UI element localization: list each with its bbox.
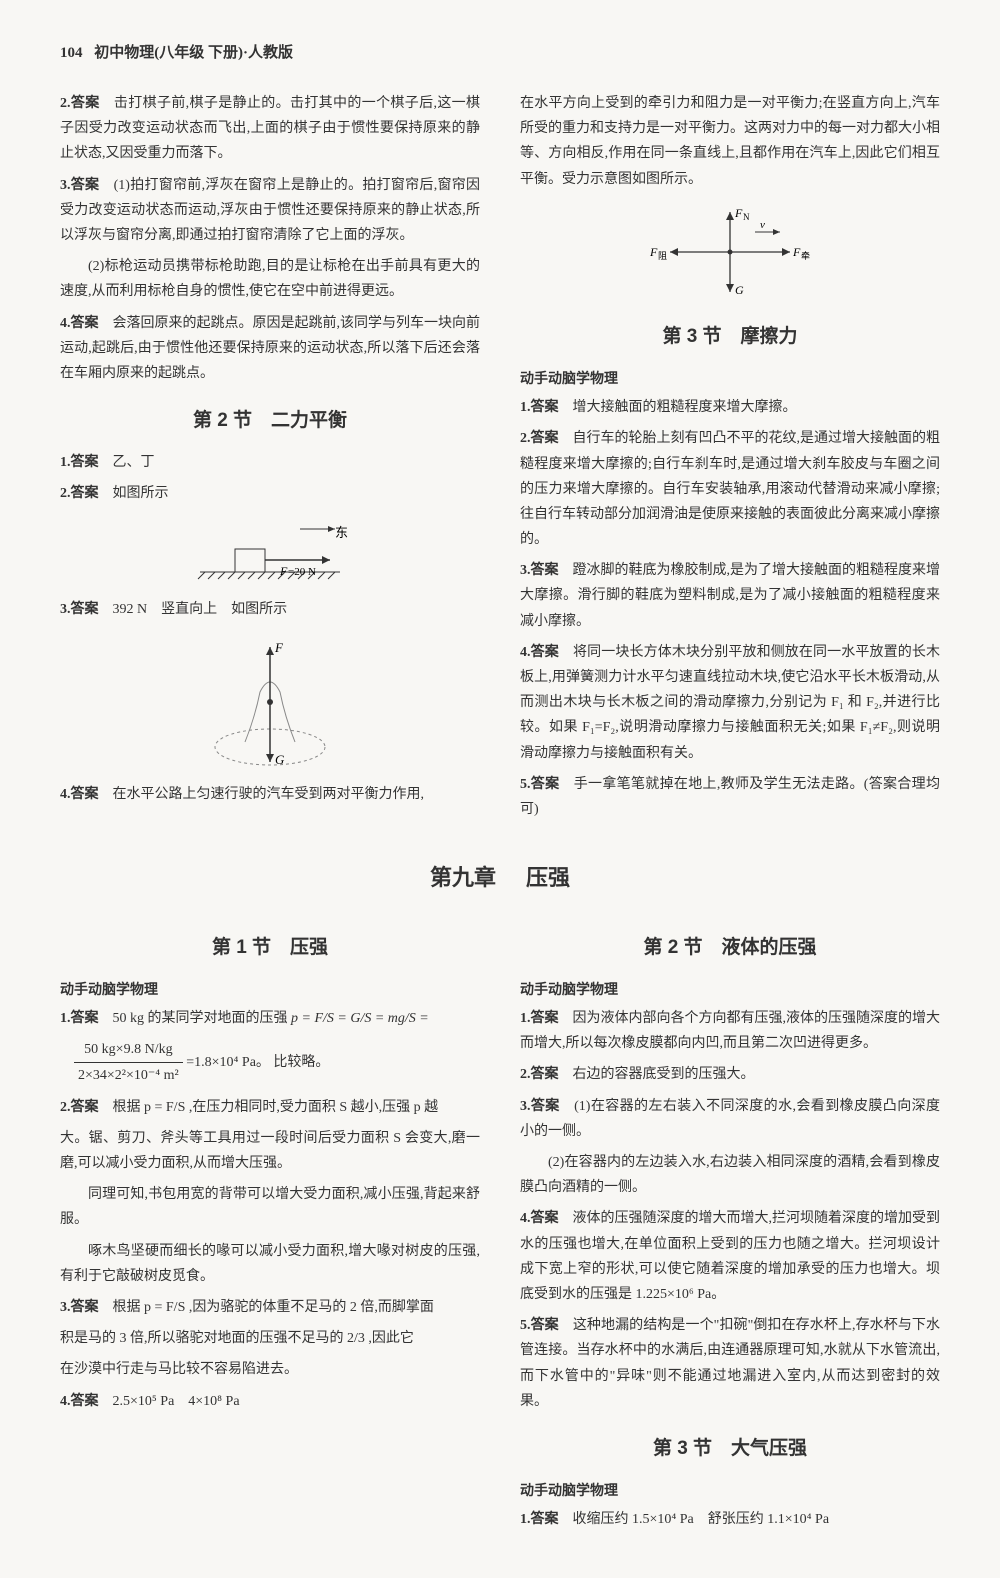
s3-q1: 1.答案 增大接触面的粗糙程度来增大摩擦。: [520, 395, 940, 420]
c9s1-q1: 1.答案 50 kg 的某同学对地面的压强 p = F/S = G/S = mg…: [60, 1006, 480, 1031]
s2-q1-text: 乙、丁: [113, 455, 155, 470]
ch9-sec2-title: 第 2 节 液体的压强: [520, 931, 940, 965]
s2-q2-label: 2.答案: [60, 486, 113, 501]
right-column: 在水平方向上受到的牵引力和阻力是一对平衡力;在竖直方向上,汽车所受的重力和支持力…: [520, 91, 940, 828]
s2-q4-cont: 在水平方向上受到的牵引力和阻力是一对平衡力;在竖直方向上,汽车所受的重力和支持力…: [520, 91, 940, 192]
s2-q4: 4.答案 在水平公路上匀速行驶的汽车受到两对平衡力作用,: [60, 782, 480, 807]
fig1-east-label: 东: [335, 525, 348, 540]
c9s1-q3c: 在沙漠中行走与马比较不容易陷进去。: [60, 1357, 480, 1382]
svg-text:F: F: [279, 564, 288, 578]
page-title: 初中物理(八年级 下册)·人教版: [94, 45, 293, 61]
q3: 3.答案 (1)拍打窗帘前,浮灰在窗帘上是静止的。拍打窗帘后,窗帘因受力改变运动…: [60, 173, 480, 249]
svg-text:F: F: [274, 640, 284, 655]
s2-q2: 2.答案 如图所示: [60, 481, 480, 506]
c9s2-q4: 4.答案 液体的压强随深度的增大而增大,拦河坝随着深度的增加受到水的压强也增大,…: [520, 1206, 940, 1307]
svg-text:G: G: [735, 283, 744, 297]
c9s1-q1-frac: 50 kg×9.8 N/kg 2×34×2²×10⁻⁴ m² =1.8×10⁴ …: [74, 1037, 480, 1088]
ch9-left-column: 第 1 节 压强 动手动脑学物理 1.答案 50 kg 的某同学对地面的压强 p…: [60, 913, 480, 1539]
lower-columns: 第 1 节 压强 动手动脑学物理 1.答案 50 kg 的某同学对地面的压强 p…: [60, 913, 940, 1539]
c9s2-q1: 1.答案 因为液体内部向各个方向都有压强,液体的压强随深度的增大而增大,所以每次…: [520, 1006, 940, 1056]
s2-q1: 1.答案 乙、丁: [60, 450, 480, 475]
left-column: 2.答案 击打棋子前,棋子是静止的。击打其中的一个棋子后,这一棋子因受力改变运动…: [60, 91, 480, 828]
c9s1-q2c: 同理可知,书包用宽的背带可以增大受力面积,减小压强,背起来舒服。: [60, 1182, 480, 1232]
c9s1-q2b: 大。锯、剪刀、斧头等工具用过一段时间后受力面积 S 会变大,磨一磨,可以减小受力…: [60, 1126, 480, 1176]
svg-text:F: F: [649, 245, 658, 259]
svg-text:F: F: [792, 245, 801, 259]
figure-3: FN G F牵 F阻 v: [520, 202, 940, 302]
upper-columns: 2.答案 击打棋子前,棋子是静止的。击打其中的一个棋子后,这一棋子因受力改变运动…: [60, 91, 940, 828]
s3-q4: 4.答案 将同一块长方体木块分别平放和侧放在同一水平放置的长木板上,用弹簧测力计…: [520, 640, 940, 766]
q4-text: 会落回原来的起跳点。原因是起跳前,该同学与列车一块向前运动,起跳后,由于惯性他还…: [60, 316, 480, 381]
svg-text:阻: 阻: [658, 251, 667, 261]
q4-label: 4.答案: [60, 316, 113, 331]
q2-text: 击打棋子前,棋子是静止的。击打其中的一个棋子后,这一棋子因受力改变运动状态而飞出…: [60, 96, 480, 161]
c9s2-q3-2: (2)在容器内的左边装入水,右边装入相同深度的酒精,会看到橡皮膜凸向酒精的一侧。: [520, 1150, 940, 1200]
c9s1-q2: 2.答案 根据 p = F/S ,在压力相同时,受力面积 S 越小,压强 p 越: [60, 1095, 480, 1120]
ch9-sec3-title: 第 3 节 大气压强: [520, 1432, 940, 1466]
c9s1-q3b: 积是马的 3 倍,所以骆驼对地面的压强不足马的 2/3 ,因此它: [60, 1326, 480, 1351]
c9s2-q5: 5.答案 这种地漏的结构是一个"扣碗"倒扣在存水杯上,存水杯与下水管连接。当存水…: [520, 1313, 940, 1414]
q2-label: 2.答案: [60, 96, 114, 111]
s2-q3: 3.答案 392 N 竖直向上 如图所示: [60, 597, 480, 622]
chapter9-right: 压强: [526, 858, 570, 898]
ch9-sec1-title: 第 1 节 压强: [60, 931, 480, 965]
chapter9-title: 第九章 压强: [60, 858, 940, 898]
s2-q4-text: 在水平公路上匀速行驶的汽车受到两对平衡力作用,: [113, 787, 425, 802]
ch9-sec1-sub: 动手动脑学物理: [60, 977, 480, 1002]
c9s1-q4: 4.答案 2.5×10⁵ Pa 4×10⁸ Pa: [60, 1389, 480, 1414]
s2-q3-label: 3.答案: [60, 602, 113, 617]
q3-label: 3.答案: [60, 178, 114, 193]
svg-text:N: N: [743, 212, 750, 222]
svg-text:v: v: [760, 219, 765, 231]
c9s1-q2d: 啄木鸟坚硬而细长的喙可以减小受力面积,增大喙对树皮的压强,有利于它敲破树皮觅食。: [60, 1239, 480, 1289]
q3-part2: (2)标枪运动员携带标枪助跑,目的是让标枪在出手前具有更大的速度,从而利用标枪自…: [60, 254, 480, 304]
q2: 2.答案 击打棋子前,棋子是静止的。击打其中的一个棋子后,这一棋子因受力改变运动…: [60, 91, 480, 167]
figure-1: 东 F =20 N: [60, 517, 480, 587]
s3-q3: 3.答案 蹬冰脚的鞋底为橡胶制成,是为了增大接触面的粗糙程度来增大摩擦。滑行脚的…: [520, 558, 940, 634]
section3-title: 第 3 节 摩擦力: [520, 320, 940, 354]
chapter9-left: 第九章: [430, 858, 496, 898]
q3-text1: (1)拍打窗帘前,浮灰在窗帘上是静止的。拍打窗帘后,窗帘因受力改变运动状态而运动…: [60, 178, 480, 243]
page-number: 104: [60, 40, 83, 67]
q4: 4.答案 会落回原来的起跳点。原因是起跳前,该同学与列车一块向前运动,起跳后,由…: [60, 311, 480, 387]
page-header: 104 初中物理(八年级 下册)·人教版: [60, 40, 940, 71]
s2-q2-text: 如图所示: [113, 486, 169, 501]
s3-q5: 5.答案 手一拿笔笔就掉在地上,教师及学生无法走路。(答案合理均可): [520, 772, 940, 822]
s2-q1-label: 1.答案: [60, 455, 113, 470]
svg-text:牵: 牵: [801, 251, 810, 261]
s3-q2: 2.答案 自行车的轮胎上刻有凹凸不平的花纹,是通过增大接触面的粗糙程度来增大摩擦…: [520, 426, 940, 552]
figure-2: F G: [60, 632, 480, 772]
ch9-right-column: 第 2 节 液体的压强 动手动脑学物理 1.答案 因为液体内部向各个方向都有压强…: [520, 913, 940, 1539]
c9s1-q1-formula: p = F/S = G/S = mg/S =: [291, 1011, 429, 1026]
s2-q4-label: 4.答案: [60, 787, 113, 802]
s2-q3-text: 392 N 竖直向上 如图所示: [113, 602, 288, 617]
section2-title: 第 2 节 二力平衡: [60, 404, 480, 438]
svg-text:=20 N: =20 N: [288, 566, 316, 578]
c9s3-q1: 1.答案 收缩压约 1.5×10⁴ Pa 舒张压约 1.1×10⁴ Pa: [520, 1507, 940, 1532]
s3-subheading: 动手动脑学物理: [520, 366, 940, 391]
c9s2-q2: 2.答案 右边的容器底受到的压强大。: [520, 1062, 940, 1087]
svg-text:F: F: [734, 206, 743, 220]
c9s1-q3: 3.答案 根据 p = F/S ,因为骆驼的体重不足马的 2 倍,而脚掌面: [60, 1295, 480, 1320]
c9s2-q3-1: 3.答案 (1)在容器的左右装入不同深度的水,会看到橡皮膜凸向深度小的一侧。: [520, 1094, 940, 1144]
svg-text:G: G: [275, 752, 285, 767]
ch9-sec3-sub: 动手动脑学物理: [520, 1478, 940, 1503]
ch9-sec2-sub: 动手动脑学物理: [520, 977, 940, 1002]
